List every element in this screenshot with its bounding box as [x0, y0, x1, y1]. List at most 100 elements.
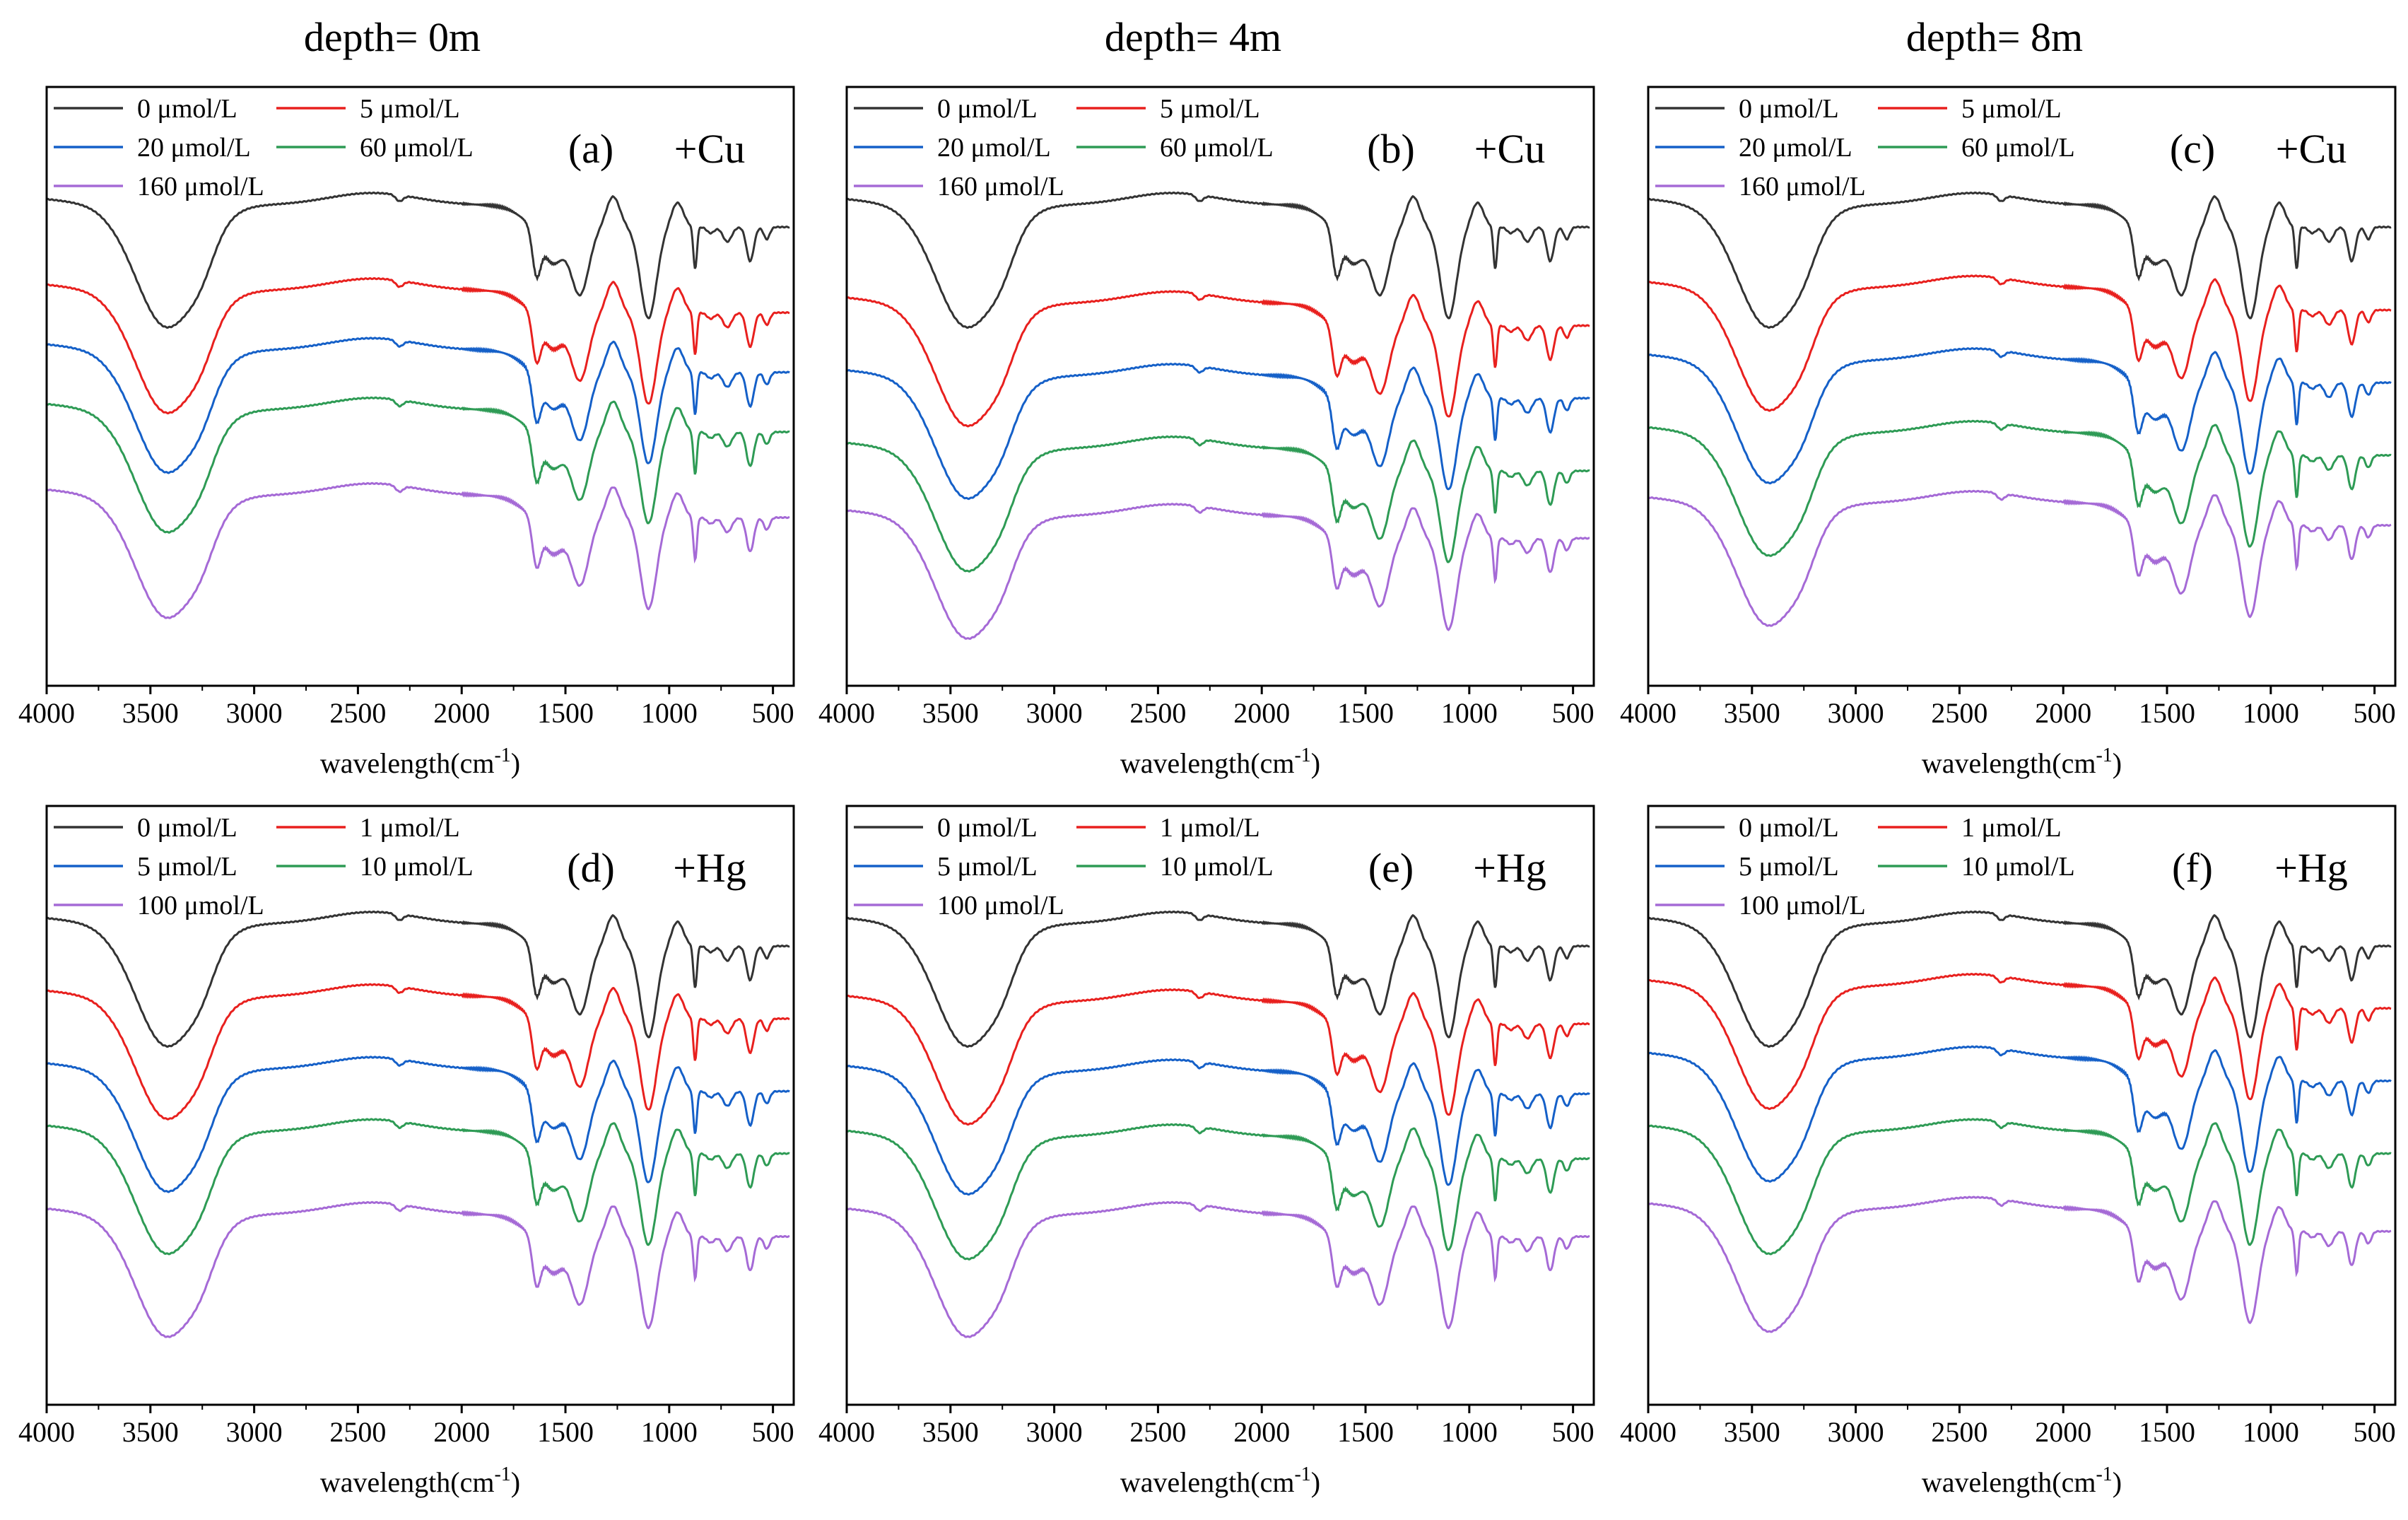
series-line-0 [46, 910, 790, 1048]
panels: 4000 3500 3000 2500 2000 1500 1000 500 wavelengt… [18, 86, 2397, 1498]
series-line-0 [46, 191, 790, 329]
series-group [846, 910, 1590, 1338]
legend-label-2: 20 μmol/L [137, 133, 251, 163]
x-tick-label: 500 [752, 1416, 794, 1448]
legend-label-3: 60 μmol/L [1160, 133, 1274, 163]
series-line-3 [1648, 1118, 2392, 1256]
legend-label-2: 5 μmol/L [137, 852, 237, 882]
metal-label: +Hg [1473, 845, 1546, 891]
x-tick-label: 3000 [226, 1416, 283, 1448]
x-axis-label-main: wavelength(cm [320, 1466, 495, 1498]
x-axis-label-close: ) [2113, 1466, 2122, 1498]
legend-label-4: 160 μmol/L [137, 172, 264, 201]
x-tick-label: 4000 [1620, 697, 1676, 729]
series-line-0 [846, 910, 1590, 1048]
legend-label-4: 160 μmol/L [1739, 172, 1866, 201]
x-axis-label-sup: -1 [1294, 1463, 1310, 1485]
legend-label-0: 0 μmol/L [1739, 94, 1839, 124]
legend-label-2: 20 μmol/L [937, 133, 1051, 163]
series-line-4 [846, 1200, 1590, 1338]
x-ticks: 4000 3500 3000 2500 2000 1500 1000 500 [1620, 686, 2396, 729]
series-group [1648, 191, 2392, 627]
x-tick-label: 1000 [1441, 1416, 1498, 1448]
x-tick-label: 2000 [433, 1416, 490, 1448]
panel-label: (f) [2172, 845, 2213, 891]
series-line-1 [846, 988, 1590, 1126]
plot-frame [845, 86, 1595, 687]
x-tick-label: 500 [2354, 1416, 2396, 1448]
legend-label-4: 100 μmol/L [1739, 891, 1866, 920]
series-line-0 [1648, 910, 2392, 1048]
series-line-2 [1648, 1045, 2392, 1183]
series-line-3 [846, 435, 1590, 573]
series-group [846, 191, 1590, 641]
legend-label-3: 60 μmol/L [1961, 133, 2075, 163]
x-tick-label: 500 [2354, 697, 2396, 729]
x-axis-label: wavelength(cm-1) [1120, 1463, 1320, 1498]
column-title-0: depth= 0m [304, 14, 481, 60]
series-line-4 [846, 503, 1590, 641]
x-tick-label: 1500 [2139, 1416, 2195, 1448]
series-line-2 [46, 337, 790, 474]
plot-frame [1647, 805, 2397, 1406]
legend-label-1: 5 μmol/L [1160, 94, 1260, 124]
x-tick-label: 500 [1552, 1416, 1594, 1448]
x-axis-label-main: wavelength(cm [1922, 747, 2096, 779]
x-ticks: 4000 3500 3000 2500 2000 1500 1000 500 [18, 686, 794, 729]
legend-label-0: 0 μmol/L [137, 813, 237, 843]
legend-label-0: 0 μmol/L [1739, 813, 1839, 843]
x-axis-label-close: ) [2113, 747, 2122, 779]
x-tick-label: 3500 [1724, 1416, 1780, 1448]
series-line-2 [846, 363, 1590, 501]
x-tick-label: 500 [752, 697, 794, 729]
x-axis-label-close: ) [511, 1466, 520, 1498]
x-tick-label: 3500 [122, 697, 179, 729]
metal-label: +Cu [674, 126, 745, 172]
x-axis-label-sup: -1 [2096, 744, 2112, 766]
plot-frame [45, 86, 795, 687]
legend: 0 μmol/L 1 μmol/L 5 μmol/L 10 μmol/L 100 μmo… [54, 813, 474, 920]
metal-label: +Cu [2276, 126, 2347, 172]
panel-d: 4000 3500 3000 2500 2000 1500 1000 500 wavelengt… [18, 805, 795, 1498]
column-title-1: depth= 4m [1105, 14, 1281, 60]
panel-a: 4000 3500 3000 2500 2000 1500 1000 500 wavelengt… [18, 86, 795, 779]
series-line-4 [46, 1200, 790, 1338]
x-tick-label: 2500 [1931, 697, 1987, 729]
x-ticks: 4000 3500 3000 2500 2000 1500 1000 500 [1620, 1405, 2396, 1448]
legend-label-3: 10 μmol/L [360, 852, 474, 882]
series-group [46, 191, 790, 619]
x-tick-label: 2000 [1233, 697, 1290, 729]
x-tick-label: 3500 [122, 1416, 179, 1448]
x-axis-label-sup: -1 [494, 1463, 510, 1485]
legend-label-4: 100 μmol/L [137, 891, 264, 920]
x-axis-label: wavelength(cm-1) [1120, 744, 1320, 779]
x-tick-label: 4000 [818, 697, 875, 729]
legend-label-2: 20 μmol/L [1739, 133, 1852, 163]
metal-label: +Cu [1474, 126, 1545, 172]
x-axis-label-main: wavelength(cm [1922, 1466, 2096, 1498]
x-axis-label: wavelength(cm-1) [1922, 744, 2122, 779]
legend-label-1: 1 μmol/L [1160, 813, 1260, 843]
series-line-4 [1648, 489, 2392, 627]
x-ticks: 4000 3500 3000 2500 2000 1500 1000 500 [818, 1405, 1594, 1448]
legend: 0 μmol/L 1 μmol/L 5 μmol/L 10 μmol/L 100 μmo… [854, 813, 1274, 920]
plot-frame [45, 805, 795, 1406]
panel-label: (c) [2170, 126, 2215, 172]
x-tick-label: 2500 [1931, 1416, 1987, 1448]
x-tick-label: 2500 [329, 1416, 386, 1448]
x-axis-label-sup: -1 [1294, 744, 1310, 766]
x-axis-label: wavelength(cm-1) [1922, 1463, 2122, 1498]
x-tick-label: 3000 [1026, 1416, 1083, 1448]
x-tick-label: 4000 [818, 1416, 875, 1448]
legend-label-3: 10 μmol/L [1961, 852, 2075, 882]
series-line-0 [1648, 191, 2392, 329]
x-axis-label-sup: -1 [2096, 1463, 2112, 1485]
panel-f: 4000 3500 3000 2500 2000 1500 1000 500 wavelengt… [1620, 805, 2397, 1498]
x-tick-label: 2000 [2035, 697, 2091, 729]
x-tick-label: 2500 [1129, 1416, 1186, 1448]
panel-label: (e) [1368, 845, 1414, 891]
series-line-3 [846, 1123, 1590, 1261]
legend: 0 μmol/L 1 μmol/L 5 μmol/L 10 μmol/L 100 μmo… [1655, 813, 2075, 920]
legend-label-2: 5 μmol/L [1739, 852, 1839, 882]
series-line-1 [46, 276, 790, 415]
